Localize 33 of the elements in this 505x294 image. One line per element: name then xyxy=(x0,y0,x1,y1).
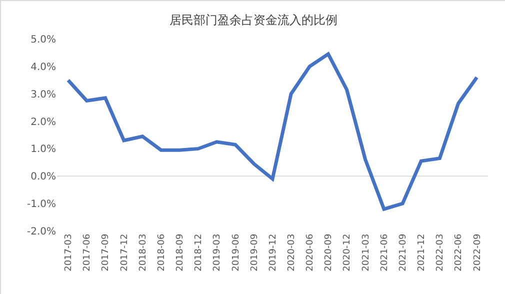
y-tick-label: 3.0% xyxy=(30,89,56,100)
x-tick-label: 2021-09 xyxy=(398,234,408,272)
x-tick-label: 2019-09 xyxy=(250,234,260,272)
x-tick-label: 2017-09 xyxy=(101,234,112,272)
x-tick-label: 2019-03 xyxy=(212,234,223,272)
y-tick-label: -2.0% xyxy=(26,226,56,238)
x-tick-label: 2017-03 xyxy=(64,234,74,272)
x-tick-label: 2021-12 xyxy=(417,234,428,272)
x-tick-label: 2017-06 xyxy=(82,234,93,272)
x-tick-label: 2018-09 xyxy=(176,234,186,272)
x-tick-label: 2022-03 xyxy=(436,234,446,272)
y-tick-label: 1.0% xyxy=(30,144,56,156)
y-tick-label: 4.0% xyxy=(30,62,56,73)
x-tick-label: 2019-06 xyxy=(231,234,242,272)
chart-title: 居民部门盈余占资金流入的比例 xyxy=(170,13,338,28)
x-tick-label: 2017-12 xyxy=(120,234,130,272)
y-tick-label: 0.0% xyxy=(30,172,56,183)
x-tick-label: 2019-12 xyxy=(268,234,278,272)
y-tick-label: 5.0% xyxy=(30,34,56,46)
y-tick-label: -1.0% xyxy=(26,199,56,210)
x-tick-label: 2022-06 xyxy=(454,234,464,272)
x-tick-label: 2021-03 xyxy=(361,234,372,272)
x-tick-label: 2020-12 xyxy=(342,234,353,272)
x-tick-label: 2020-06 xyxy=(306,234,316,272)
line-series xyxy=(66,52,479,211)
x-tick-label: 2020-03 xyxy=(287,234,298,272)
x-tick-label: 2021-06 xyxy=(380,234,390,272)
x-tick-label: 2020-09 xyxy=(324,234,334,272)
y-tick-label: 2.0% xyxy=(30,116,56,128)
x-tick-label: 2018-06 xyxy=(156,234,167,272)
x-tick-label: 2018-03 xyxy=(138,234,148,272)
x-tick-label: 2022-09 xyxy=(472,234,483,272)
x-tick-label: 2018-12 xyxy=(194,234,204,272)
